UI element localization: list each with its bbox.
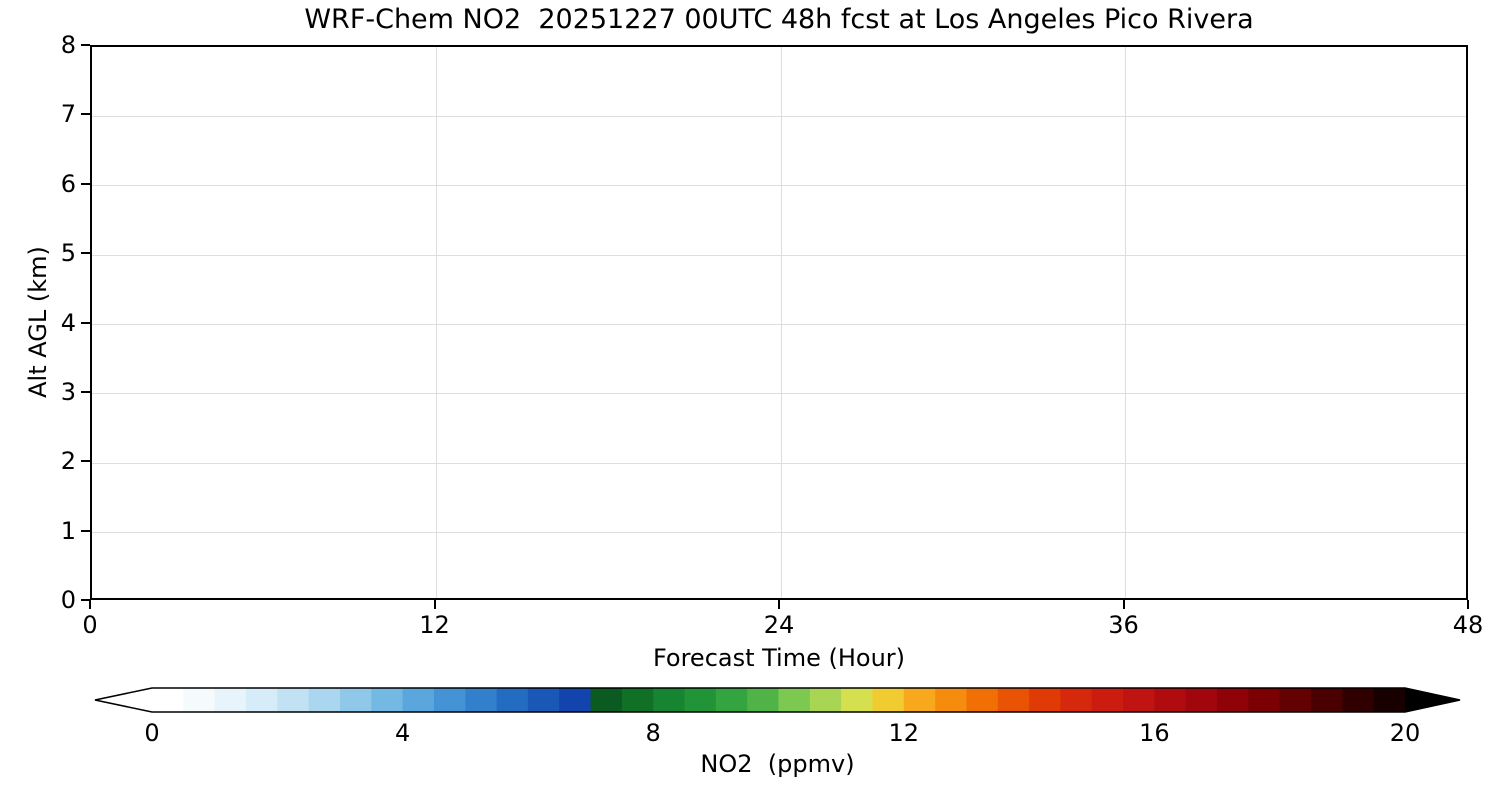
colorbar-tick-label: 20 [1389,719,1421,747]
vertical-gridline [780,47,782,598]
x-tick-mark [433,600,436,609]
y-tick-label: 5 [60,239,76,268]
colorbar-segment [496,688,529,712]
colorbar-segment [747,688,780,712]
plot-area [90,45,1468,600]
horizontal-gridline [92,185,1466,187]
y-tick-label: 0 [60,586,76,614]
chart-title: WRF-Chem NO2 20251227 00UTC 48h fcst at … [304,4,1254,35]
colorbar-segment [935,688,968,712]
colorbar-segment [245,688,278,712]
colorbar-segment [684,688,717,712]
colorbar-segment [590,688,623,712]
y-tick-mark [81,44,90,46]
colorbar [94,687,1461,713]
colorbar-segment [997,688,1030,712]
y-tick-label: 6 [60,169,76,198]
colorbar-outline [94,687,1461,713]
colorbar-segment [183,688,216,712]
horizontal-gridline [92,324,1466,325]
colorbar-segment [1060,688,1093,712]
y-tick-label: 3 [60,377,76,406]
y-tick-mark [81,390,90,393]
vertical-gridline [1125,47,1126,598]
colorbar-segment [308,688,341,712]
y-tick-mark [81,182,90,185]
colorbar-over-arrow [1405,688,1460,712]
colorbar-segment [1342,688,1375,712]
x-tick-mark [1467,600,1469,609]
colorbar-segment [433,688,466,712]
colorbar-segment [1248,688,1281,712]
y-tick-mark [81,321,90,324]
colorbar-segment [465,688,498,712]
colorbar-segment [841,688,874,712]
horizontal-gridline [92,462,1466,464]
colorbar-tick-label: 4 [394,719,411,747]
colorbar-segment [1217,688,1249,712]
colorbar-segment [277,688,310,712]
horizontal-gridline [92,254,1466,256]
colorbar-segment [872,688,905,712]
y-tick-label: 4 [60,308,76,337]
colorbar-tick-label: 12 [888,719,920,747]
colorbar-segment [371,688,404,712]
colorbar-segment [1373,688,1405,712]
y-tick-mark [81,529,90,532]
colorbar-segment [903,688,936,712]
colorbar-under-arrow [95,688,152,712]
colorbar-segment [1185,688,1218,712]
x-tick-label: 12 [419,611,450,639]
y-tick-mark [81,113,90,116]
x-tick-label: 36 [1108,611,1139,639]
colorbar-segment [1123,688,1155,712]
colorbar-segment [715,688,748,712]
colorbar-segment [1279,688,1312,712]
colorbar-segment [214,688,247,712]
y-tick-mark [81,460,90,463]
colorbar-tick-label: 16 [1139,719,1170,747]
x-tick-label: 0 [82,611,98,639]
y-tick-label: 8 [60,31,76,59]
colorbar-segment [402,688,435,712]
colorbar-segment [1154,688,1187,712]
colorbar-segment [339,688,372,712]
colorbar-segment [152,688,184,712]
colorbar-segment [1029,688,1062,712]
colorbar-segment [1091,688,1124,712]
horizontal-gridline [92,393,1466,395]
x-tick-label: 48 [1452,611,1484,639]
x-axis-label: Forecast Time (Hour) [652,644,906,672]
horizontal-gridline [92,115,1466,117]
colorbar-segment [653,688,686,712]
x-tick-mark [1122,600,1125,609]
colorbar-segment [527,688,560,712]
colorbar-segment [809,688,842,712]
horizontal-gridline [92,532,1466,534]
colorbar-tick-label: 8 [645,719,661,747]
colorbar-segment [778,688,811,712]
vertical-gridline [436,47,437,598]
x-tick-mark [89,600,91,609]
colorbar-segment [559,688,592,712]
colorbar-segment [621,688,654,712]
colorbar-segment [966,688,999,712]
x-tick-mark [778,600,780,609]
y-tick-label: 7 [60,100,76,129]
y-tick-label: 1 [60,516,76,545]
colorbar-tick-label: 0 [144,719,160,747]
colorbar-segment [1311,688,1343,712]
y-tick-mark [81,252,90,255]
y-tick-label: 2 [60,447,76,476]
colorbar-label: NO2 (ppmv) [700,750,855,778]
x-tick-label: 24 [763,611,795,639]
y-tick-mark [81,599,90,601]
